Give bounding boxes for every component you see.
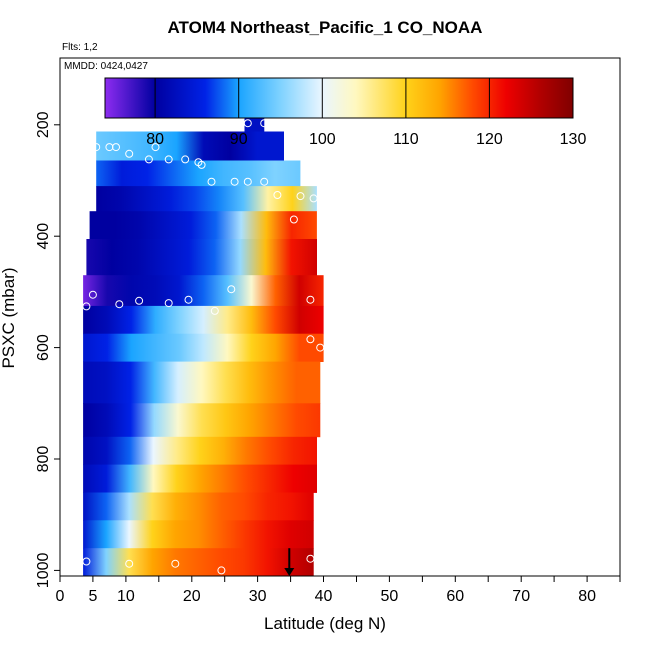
arrow-head <box>284 568 295 576</box>
data-point <box>171 559 180 568</box>
x-tick-label: 20 <box>183 588 201 605</box>
colorbar-tick-label: 120 <box>476 131 503 148</box>
heatmap-layer <box>83 112 324 577</box>
data-point <box>306 335 315 344</box>
y-tick-label: 1000 <box>35 553 52 589</box>
data-point <box>217 566 226 575</box>
data-point <box>184 295 193 304</box>
data-point <box>125 559 134 568</box>
data-point <box>296 192 305 201</box>
x-tick-label: 80 <box>578 588 596 605</box>
data-point <box>316 343 325 352</box>
data-point <box>207 177 216 186</box>
colorbar-tick-label: 130 <box>560 131 587 148</box>
data-point <box>88 290 97 299</box>
heatmap-band <box>96 131 284 161</box>
heatmap-band <box>83 464 317 493</box>
data-point <box>210 306 219 315</box>
data-point <box>227 285 236 294</box>
data-point <box>243 177 252 186</box>
data-point <box>144 155 153 164</box>
x-axis: 0 5 10 20 30 40 50 60 70 80 <box>56 576 621 605</box>
data-point <box>197 160 206 169</box>
data-point <box>306 554 315 563</box>
y-tick-label: 600 <box>35 334 52 361</box>
observation-points <box>82 119 325 575</box>
y-axis: 200 400 600 800 1000 <box>35 111 60 588</box>
colorbar-tick-label: 100 <box>309 131 336 148</box>
colorbar-tick-label: 80 <box>146 131 164 148</box>
data-point <box>112 143 120 152</box>
heatmap-band <box>83 436 317 466</box>
heatmap-band <box>83 305 324 335</box>
data-point <box>260 119 269 128</box>
heatmap-band <box>83 275 324 307</box>
x-tick-label: 0 <box>56 588 65 605</box>
plot-frame <box>59 57 621 577</box>
dates-note: MMDD: 0424,0427 <box>64 61 148 72</box>
arrow-layer <box>284 548 295 576</box>
colorbar-gradient <box>104 77 574 119</box>
y-tick-label: 200 <box>35 111 52 138</box>
heatmap-band <box>83 492 314 521</box>
data-point <box>135 296 144 305</box>
data-point <box>289 215 298 224</box>
chart-title: ATOM4 Northeast_Pacific_1 CO_NOAA <box>167 18 483 37</box>
data-point <box>306 295 315 304</box>
x-tick-label: 70 <box>512 588 530 605</box>
data-point <box>82 302 91 311</box>
data-point <box>115 300 124 309</box>
data-point <box>92 143 101 152</box>
data-point <box>309 194 318 203</box>
data-point <box>260 177 269 186</box>
heatmap-band <box>96 186 317 212</box>
flights-note: Flts: 1,2 <box>62 42 98 53</box>
colorbar: 80 90 100 110 120 130 <box>104 77 587 148</box>
y-tick-label: 400 <box>35 223 52 250</box>
data-point <box>164 155 173 164</box>
heatmap-band <box>83 403 321 438</box>
x-tick-label: 40 <box>315 588 333 605</box>
heatmap-band <box>83 361 321 404</box>
heatmap-band <box>83 333 324 362</box>
x-axis-label: Latitude (deg N) <box>264 614 386 633</box>
data-point <box>151 143 160 152</box>
x-tick-label: 10 <box>117 588 135 605</box>
data-point <box>164 299 173 308</box>
data-point <box>273 191 282 199</box>
heatmap-band <box>86 239 318 276</box>
colorbar-tick-label: 90 <box>230 131 248 148</box>
x-tick-label: 5 <box>88 588 97 605</box>
x-tick-label: 50 <box>381 588 399 605</box>
data-point <box>125 149 134 158</box>
data-point <box>82 557 91 566</box>
colorbar-tick-label: 110 <box>393 131 419 148</box>
data-point <box>181 155 190 164</box>
x-tick-label: 30 <box>249 588 267 605</box>
x-tick-label: 60 <box>446 588 464 605</box>
heatmap-band <box>83 520 314 549</box>
y-tick-label: 800 <box>35 446 52 473</box>
data-point <box>230 177 239 186</box>
heatmap-band <box>89 211 317 240</box>
data-point <box>243 119 252 128</box>
heatmap-band <box>83 548 314 577</box>
